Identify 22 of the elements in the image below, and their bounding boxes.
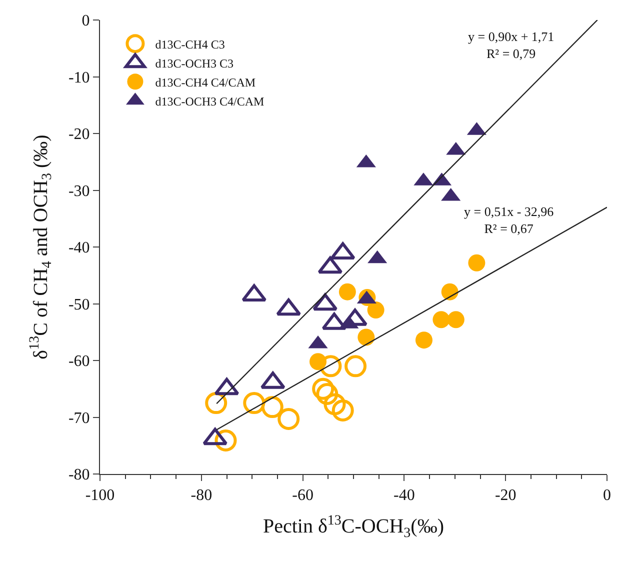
legend-label: d13C-CH4 C3 bbox=[155, 37, 225, 52]
y-tick-label: -50 bbox=[68, 296, 90, 314]
x-tick-label: -20 bbox=[494, 487, 516, 504]
x-tick-label: -60 bbox=[292, 487, 314, 504]
legend-label: d13C-OCH3 C3 bbox=[155, 56, 234, 70]
y-tick-label: -70 bbox=[68, 410, 90, 427]
annotation: y = 0,51x - 32,96 R² = 0,67 bbox=[464, 204, 554, 236]
y-tick-label: 0 bbox=[82, 12, 90, 30]
x-tick-label: -80 bbox=[190, 487, 212, 504]
y-tick-label: -80 bbox=[68, 466, 90, 484]
x-tick-label: -100 bbox=[85, 487, 115, 504]
y-tick-label: -40 bbox=[68, 240, 90, 257]
x-tick-label: 0 bbox=[603, 487, 611, 504]
x-axis-title: Pectin δ$^{13}$C-OCH$_{3}$(‰) bbox=[263, 513, 444, 541]
y-tick-label: -10 bbox=[68, 69, 90, 86]
legend-label: d13C-CH4 C4/CAM bbox=[155, 75, 256, 90]
x-tick-label: -40 bbox=[394, 487, 415, 504]
legend-label: d13C-OCH3 C4/CAM bbox=[155, 94, 265, 108]
y-tick-label: -60 bbox=[68, 353, 90, 370]
y-tick-label: -20 bbox=[68, 126, 90, 144]
y-tick-label: -30 bbox=[68, 182, 90, 200]
annotation: y = 0,90x + 1,71 R² = 0,79 bbox=[468, 29, 554, 61]
